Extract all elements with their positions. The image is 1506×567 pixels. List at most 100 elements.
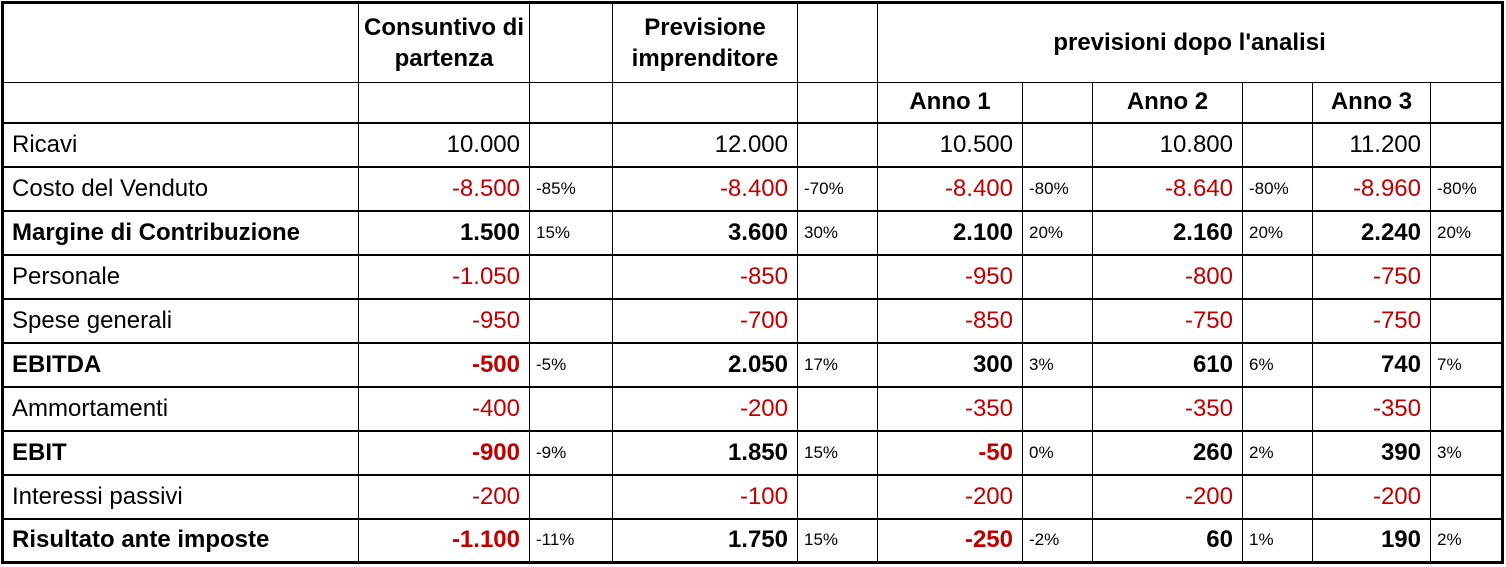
value-cell: -1.050 [358, 253, 530, 300]
percent-cell [1429, 253, 1504, 300]
value-cell: 300 [877, 341, 1023, 388]
percent-cell [1022, 473, 1093, 520]
value-cell: -8.400 [877, 165, 1023, 212]
percent-cell [1242, 385, 1313, 432]
row-label: EBITDA [2, 341, 359, 388]
percent-cell [1022, 253, 1093, 300]
table-row: Margine di Contribuzione 1.500 15% 3.600 30%… [2, 209, 1504, 256]
percent-cell: 2% [1242, 429, 1313, 476]
value-cell: -350 [1092, 385, 1243, 432]
value-cell: 11.200 [1312, 121, 1431, 168]
empty-header-cell [1429, 82, 1504, 124]
percent-cell: 15% [797, 517, 878, 564]
value-cell: -400 [358, 385, 530, 432]
header-year-row: Anno 1 Anno 2 Anno 3 [2, 82, 1504, 124]
percent-cell: -80% [1242, 165, 1313, 212]
table-row: Interessi passivi -200 -100 -200 -200 -200 [2, 473, 1504, 520]
header-previsione-pct [797, 2, 878, 83]
value-cell: 3.600 [612, 209, 798, 256]
percent-cell: 15% [529, 209, 613, 256]
value-cell: -350 [877, 385, 1023, 432]
table-row: Risultato ante imposte -1.100 -11% 1.750 15%… [2, 517, 1504, 564]
percent-cell [1242, 253, 1313, 300]
value-cell: 390 [1312, 429, 1431, 476]
percent-cell [1429, 473, 1504, 520]
row-label: Margine di Contribuzione [2, 209, 359, 256]
percent-cell: 3% [1022, 341, 1093, 388]
percent-cell [529, 121, 613, 168]
percent-cell [797, 121, 878, 168]
empty-header-cell [797, 82, 878, 124]
value-cell: -800 [1092, 253, 1243, 300]
percent-cell [1429, 297, 1504, 344]
value-cell: 2.050 [612, 341, 798, 388]
table-row: Spese generali -950 -700 -850 -750 -750 [2, 297, 1504, 344]
percent-cell: 2% [1429, 517, 1504, 564]
value-cell: -850 [612, 253, 798, 300]
empty-header-cell [529, 82, 613, 124]
value-cell: 1.500 [358, 209, 530, 256]
value-cell: -8.500 [358, 165, 530, 212]
empty-header-cell [2, 82, 359, 124]
percent-cell: 0% [1022, 429, 1093, 476]
percent-cell [1242, 473, 1313, 520]
header-anno-3: Anno 3 [1312, 82, 1431, 124]
table-row: Costo del Venduto -8.500 -85% -8.400 -70% -8.… [2, 165, 1504, 212]
percent-cell [1022, 297, 1093, 344]
percent-cell: -2% [1022, 517, 1093, 564]
percent-cell [1022, 121, 1093, 168]
value-cell: 12.000 [612, 121, 798, 168]
value-cell: 190 [1312, 517, 1431, 564]
value-cell: 1.750 [612, 517, 798, 564]
value-cell: -750 [1312, 297, 1431, 344]
percent-cell: -80% [1429, 165, 1504, 212]
table-row: Personale -1.050 -850 -950 -800 -750 [2, 253, 1504, 300]
percent-cell: 7% [1429, 341, 1504, 388]
value-cell: 10.500 [877, 121, 1023, 168]
percent-cell: 20% [1242, 209, 1313, 256]
value-cell: -200 [1092, 473, 1243, 520]
value-cell: -500 [358, 341, 530, 388]
percent-cell: 3% [1429, 429, 1504, 476]
percent-cell [529, 473, 613, 520]
percent-cell [797, 253, 878, 300]
corner-cell [2, 2, 359, 83]
value-cell: -850 [877, 297, 1023, 344]
header-anno-1: Anno 1 [877, 82, 1023, 124]
header-anno-2: Anno 2 [1092, 82, 1243, 124]
row-label: Ammortamenti [2, 385, 359, 432]
percent-cell: 20% [1429, 209, 1504, 256]
value-cell: 2.240 [1312, 209, 1431, 256]
value-cell: 610 [1092, 341, 1243, 388]
percent-cell [1242, 297, 1313, 344]
value-cell: -100 [612, 473, 798, 520]
percent-cell [529, 253, 613, 300]
percent-cell [1242, 121, 1313, 168]
table-row: EBITDA -500 -5% 2.050 17% 300 3% 610 6% 740 7% [2, 341, 1504, 388]
percent-cell: 20% [1022, 209, 1093, 256]
value-cell: -200 [358, 473, 530, 520]
value-cell: -1.100 [358, 517, 530, 564]
percent-cell: 1% [1242, 517, 1313, 564]
percent-cell: -9% [529, 429, 613, 476]
row-label: Costo del Venduto [2, 165, 359, 212]
empty-header-cell [358, 82, 530, 124]
value-cell: -900 [358, 429, 530, 476]
value-cell: -8.400 [612, 165, 798, 212]
value-cell: -200 [612, 385, 798, 432]
percent-cell: 6% [1242, 341, 1313, 388]
row-label: Risultato ante imposte [2, 517, 359, 564]
value-cell: -700 [612, 297, 798, 344]
value-cell: -750 [1092, 297, 1243, 344]
percent-cell [529, 297, 613, 344]
percent-cell [1429, 121, 1504, 168]
row-label: EBIT [2, 429, 359, 476]
header-consuntivo: Consuntivo di partenza [358, 2, 530, 83]
percent-cell: -85% [529, 165, 613, 212]
value-cell: 10.800 [1092, 121, 1243, 168]
percent-cell: 15% [797, 429, 878, 476]
percent-cell: 17% [797, 341, 878, 388]
empty-header-cell [612, 82, 798, 124]
value-cell: -250 [877, 517, 1023, 564]
